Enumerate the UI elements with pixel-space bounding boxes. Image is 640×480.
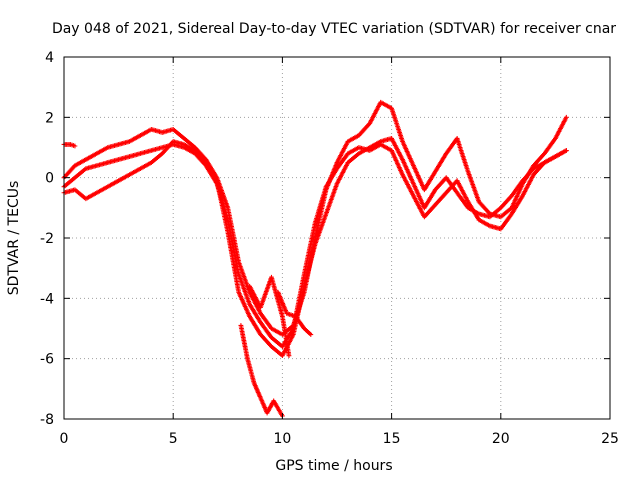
x-tick-label: 20: [492, 431, 510, 447]
y-tick-label: -8: [40, 412, 54, 428]
y-tick-label: 2: [45, 110, 54, 126]
data-points: [61, 99, 569, 419]
y-axis-ticks: -8 -6 -4 -2 0 2 4: [40, 50, 610, 428]
series-trace-3: [61, 136, 569, 359]
x-tick-label: 10: [273, 431, 291, 447]
y-tick-label: -4: [40, 291, 54, 307]
y-axis-label: SDTVAR / TECUs: [6, 181, 22, 296]
y-tick-label: -6: [40, 352, 54, 368]
x-tick-label: 25: [601, 431, 619, 447]
x-tick-label: 5: [169, 431, 178, 447]
data-point-marker: [72, 143, 78, 149]
x-tick-label: 15: [383, 431, 401, 447]
y-tick-label: -2: [40, 231, 54, 247]
grid-lines: [64, 57, 610, 419]
series-trace-1: [61, 99, 569, 337]
y-tick-label: 0: [45, 171, 54, 187]
data-point-marker: [286, 353, 292, 359]
x-axis-ticks: 0 5 10 15 20 25: [60, 57, 619, 447]
x-tick-label: 0: [60, 431, 69, 447]
data-point-marker: [563, 114, 569, 120]
series-trace-6: [247, 274, 292, 359]
series-trace-5: [238, 323, 285, 419]
x-axis-label: GPS time / hours: [275, 458, 392, 474]
chart-title: Day 048 of 2021, Sidereal Day-to-day VTE…: [52, 21, 616, 37]
y-tick-label: 4: [45, 50, 54, 66]
series-trace-7: [275, 289, 314, 337]
data-point-marker: [308, 332, 314, 337]
data-point-marker: [563, 148, 569, 153]
